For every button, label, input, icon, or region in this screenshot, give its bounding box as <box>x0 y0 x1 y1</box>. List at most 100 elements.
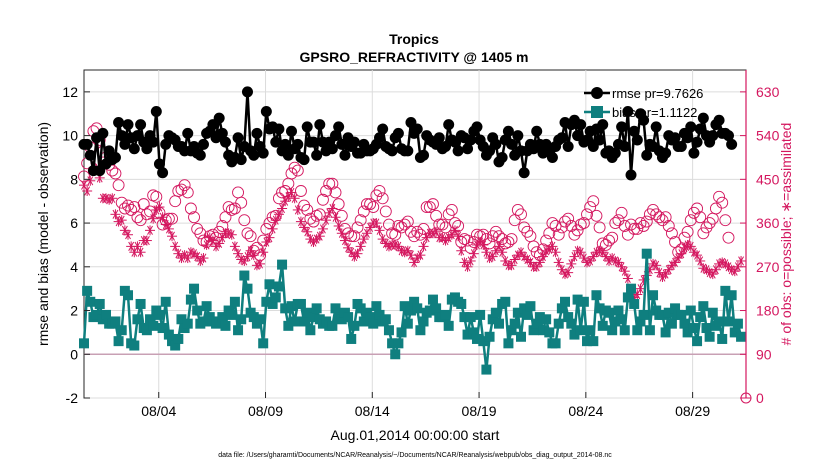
bias-point <box>563 312 574 323</box>
rmse-point <box>339 149 351 161</box>
possible-point <box>122 199 134 212</box>
possible-point <box>307 215 320 228</box>
bias-point <box>525 301 536 312</box>
assimilated-point <box>292 204 303 215</box>
bias-point <box>94 298 105 309</box>
possible-point <box>681 225 694 238</box>
assimilated-point <box>267 223 278 234</box>
rmse-point <box>374 132 386 144</box>
bias-point <box>346 333 357 344</box>
left-y-axis-label: rmse and bias (model - observation) <box>35 122 51 346</box>
assimilated-point <box>336 228 347 239</box>
bias-point <box>638 309 649 320</box>
possible-point <box>694 211 707 224</box>
bias-point <box>396 327 407 338</box>
rmse-point <box>314 119 326 131</box>
bias-point <box>427 294 438 305</box>
possible-point <box>555 221 568 234</box>
bias-point <box>707 307 718 318</box>
possible-point <box>581 208 593 221</box>
rmse-point <box>660 147 672 159</box>
possible-point <box>647 203 659 216</box>
bias-point <box>299 316 310 327</box>
assimilated-point <box>490 245 501 256</box>
assimilated-point <box>572 245 583 256</box>
rmse-point <box>452 145 464 157</box>
possible-point <box>433 218 446 231</box>
bias-point <box>255 314 266 325</box>
assimilated-point <box>449 225 460 236</box>
rmse-point <box>260 106 272 118</box>
possible-point <box>241 227 254 240</box>
possible-point <box>316 193 329 206</box>
rmse-point <box>597 119 609 131</box>
rmse-point <box>257 147 269 159</box>
possible-point <box>398 218 411 231</box>
possible-point <box>175 183 188 196</box>
bias-point <box>663 307 674 318</box>
rmse-point <box>512 130 524 142</box>
possible-point <box>722 231 735 244</box>
bias-point <box>261 296 272 307</box>
x-tick-label: 08/29 <box>675 403 710 419</box>
bias-point <box>459 312 470 323</box>
assimilated-point <box>374 225 385 236</box>
assimilated-point <box>135 247 146 258</box>
possible-point <box>288 161 301 174</box>
bias-point <box>405 305 416 316</box>
bias-point <box>418 316 429 327</box>
bias-point <box>236 314 247 325</box>
bias-point <box>569 329 580 340</box>
assimilated-point <box>563 267 574 278</box>
assimilated-point <box>167 231 178 242</box>
bias-point <box>160 296 171 307</box>
bias-point <box>185 294 196 305</box>
assimilated-point <box>321 215 332 226</box>
bias-point <box>145 314 156 325</box>
bias-point <box>641 248 652 259</box>
possible-point <box>599 238 612 251</box>
possible-point <box>405 225 417 238</box>
possible-point <box>427 198 439 211</box>
bias-point <box>390 349 401 360</box>
possible-point <box>150 190 163 203</box>
bias-point <box>182 318 193 329</box>
bias-point <box>619 325 630 336</box>
possible-point <box>590 209 603 222</box>
assimilated-point <box>717 257 728 268</box>
bias-point <box>368 318 379 329</box>
bias-point <box>198 316 209 327</box>
possible-point <box>373 185 386 197</box>
bias-point <box>679 318 690 329</box>
bias-point <box>682 327 693 338</box>
rmse-point <box>682 132 694 144</box>
rmse-point <box>330 130 342 142</box>
assimilated-point <box>707 269 718 280</box>
bias-point <box>585 325 596 336</box>
possible-point <box>178 179 191 192</box>
possible-point <box>565 220 578 232</box>
rmse-point <box>333 121 345 133</box>
bias-point <box>393 338 404 349</box>
rmse-point <box>270 136 282 148</box>
chart-title: Tropics <box>389 31 439 47</box>
possible-point <box>606 231 619 244</box>
possible-point <box>700 221 713 234</box>
left-y-tick-label: 10 <box>62 128 78 144</box>
possible-point <box>354 214 367 227</box>
bias-point <box>622 292 633 303</box>
rmse-point <box>311 149 323 161</box>
assimilated-point <box>314 231 325 242</box>
possible-point <box>109 167 122 180</box>
possible-point <box>320 185 333 197</box>
bias-point <box>629 298 640 309</box>
bias-point <box>431 303 442 314</box>
bias-point <box>79 338 89 349</box>
possible-point <box>653 211 666 224</box>
assimilated-point <box>163 223 174 234</box>
bias-point <box>248 312 259 323</box>
rmse-point <box>465 134 477 146</box>
possible-point <box>420 201 433 213</box>
rmse-point <box>147 136 159 148</box>
bias-point <box>273 281 284 292</box>
